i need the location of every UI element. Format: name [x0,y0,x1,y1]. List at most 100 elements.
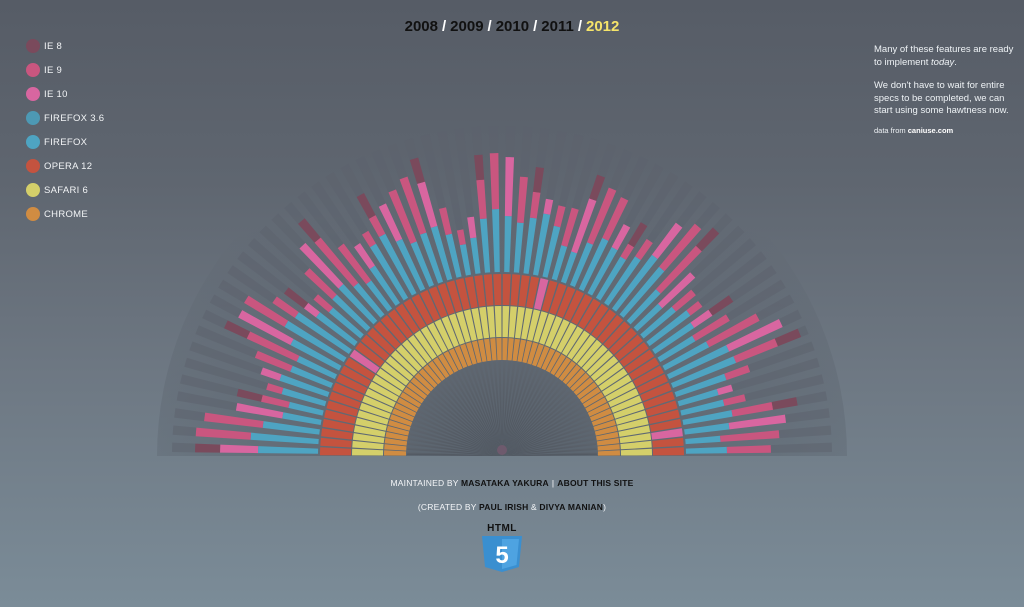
legend-item[interactable]: FIREFOX 3.6 [26,106,104,130]
feature-segment[interactable] [563,290,584,322]
feature-segment[interactable] [388,419,411,431]
feature-segment[interactable] [579,387,601,404]
feature-segment[interactable] [535,128,550,169]
feature-segment[interactable] [411,294,433,325]
feature-segment[interactable] [731,402,774,417]
feature-segment[interactable] [633,365,664,387]
feature-segment[interactable] [328,307,364,339]
feature-segment[interactable] [349,349,380,374]
feature-segment[interactable] [582,392,604,408]
feature-segment[interactable] [336,374,368,395]
feature-segment[interactable] [332,294,371,332]
feature-segment[interactable] [770,442,832,453]
feature-segment[interactable] [646,181,693,244]
feature-segment[interactable] [755,294,795,321]
feature-segment[interactable] [356,193,376,219]
feature-segment[interactable] [438,354,454,376]
feature-segment[interactable] [508,306,518,338]
feature-segment[interactable] [195,325,258,358]
feature-segment[interactable] [551,245,568,281]
feature-segment[interactable] [438,207,452,236]
feature-segment[interactable] [357,410,389,425]
feature-segment[interactable] [410,241,435,288]
feature-segment[interactable] [455,371,502,456]
feature-segment[interactable] [352,440,384,450]
feature-segment[interactable] [344,357,376,380]
feature-segment[interactable] [329,391,361,409]
feature-segment[interactable] [587,402,610,417]
feature-segment[interactable] [614,334,643,361]
feature-segment[interactable] [596,438,620,446]
feature-segment[interactable] [720,430,780,442]
feature-segment[interactable] [298,218,321,243]
feature-segment[interactable] [502,447,597,456]
feature-segment[interactable] [441,316,459,348]
feature-segment[interactable] [645,400,678,417]
feature-segment[interactable] [593,419,616,431]
feature-segment[interactable] [381,362,410,386]
feature-segment[interactable] [640,382,672,402]
feature-segment[interactable] [368,381,399,402]
feature-segment[interactable] [288,401,324,416]
year-2012-link[interactable]: 2012 [585,18,620,35]
feature-segment[interactable] [246,331,300,362]
feature-segment[interactable] [690,309,713,328]
feature-segment[interactable] [657,335,696,363]
feature-segment[interactable] [394,402,417,417]
feature-segment[interactable] [353,282,385,318]
feature-segment[interactable] [320,437,352,448]
feature-segment[interactable] [262,421,320,435]
feature-segment[interactable] [337,243,372,285]
feature-segment[interactable] [473,364,502,456]
caniuse-link[interactable]: caniuse.com [907,125,954,135]
feature-segment[interactable] [796,391,828,406]
feature-segment[interactable] [778,309,802,327]
feature-segment[interactable] [747,341,815,373]
feature-segment[interactable] [567,330,590,360]
feature-segment[interactable] [388,309,413,339]
feature-segment[interactable] [576,382,598,400]
feature-segment[interactable] [675,191,707,228]
feature-segment[interactable] [409,432,502,456]
feature-segment[interactable] [434,319,454,350]
feature-segment[interactable] [586,350,614,377]
feature-segment[interactable] [355,417,387,431]
feature-segment[interactable] [467,216,477,239]
feature-segment[interactable] [510,274,521,306]
feature-segment[interactable] [353,425,386,437]
legend-item[interactable]: FIREFOX [26,130,104,154]
feature-segment[interactable] [722,394,746,406]
feature-segment[interactable] [578,298,601,330]
feature-segment[interactable] [502,369,545,456]
feature-segment[interactable] [492,209,500,273]
feature-segment[interactable] [611,254,658,312]
feature-segment[interactable] [502,371,549,456]
feature-segment[interactable] [326,400,359,417]
feature-segment[interactable] [558,134,584,207]
feature-segment[interactable] [410,377,431,396]
feature-segment[interactable] [706,313,760,348]
feature-segment[interactable] [403,298,426,330]
feature-segment[interactable] [597,444,620,451]
feature-segment[interactable] [373,321,401,349]
feature-segment[interactable] [578,237,609,292]
feature-segment[interactable] [623,163,664,228]
feature-segment[interactable] [611,224,631,251]
feature-segment[interactable] [603,321,631,349]
feature-segment[interactable] [550,319,570,350]
feature-segment[interactable] [479,218,491,273]
feature-segment[interactable] [465,342,477,365]
feature-segment[interactable] [655,245,702,294]
feature-segment[interactable] [445,233,462,278]
feature-segment[interactable] [797,325,809,338]
feature-segment[interactable] [384,438,408,446]
feature-segment[interactable] [266,383,284,395]
feature-segment[interactable] [554,357,571,379]
feature-segment[interactable] [325,172,369,235]
feature-segment[interactable] [446,280,463,313]
feature-segment[interactable] [459,244,472,276]
feature-segment[interactable] [464,367,502,456]
feature-segment[interactable] [361,230,376,248]
feature-segment[interactable] [359,402,391,419]
feature-segment[interactable] [250,432,319,445]
